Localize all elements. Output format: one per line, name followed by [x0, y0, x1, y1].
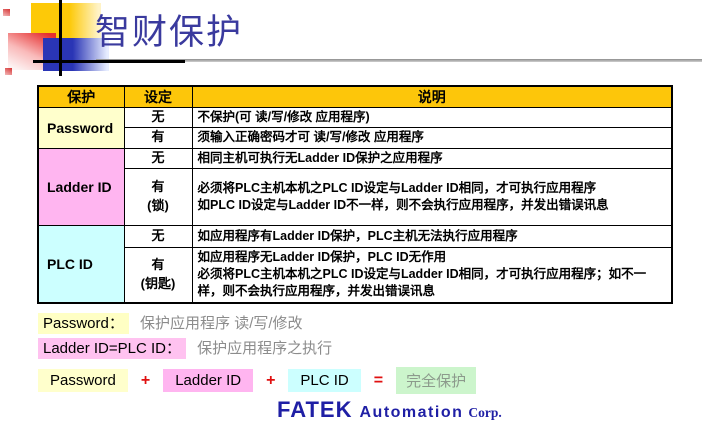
- header-setting: 设定: [123, 85, 193, 108]
- decor-small-red-square-top: [3, 9, 10, 16]
- logo-fatek-text: FATEK: [277, 397, 353, 422]
- formula-term-password: Password: [38, 369, 128, 392]
- desc-line: 如PLC ID设定与Ladder ID不一样，则不会执行应用程序，并发出错误讯息: [197, 197, 609, 212]
- table-row: 有 (钥匙) 如应用程序无Ladder ID保护，PLC ID无作用 必须将PL…: [38, 246, 673, 304]
- note-ladder-plc-text: 保护应用程序之执行: [197, 340, 333, 357]
- protection-table: 保护 设定 说明 Password 无 不保护(可 读/写/修改 应用程序) 有…: [37, 85, 673, 304]
- desc-line: 必须将PLC主机本机之PLC ID设定与Ladder ID相同，才可执行应用程序: [197, 180, 597, 195]
- cell-ladder-none-setting: 无: [123, 147, 193, 169]
- fatek-logo: FATEK Automation Corp.: [277, 397, 502, 423]
- cell-ladder-yes-setting: 有 (锁): [123, 167, 193, 226]
- decor-small-red-square-bottom: [5, 68, 12, 75]
- desc-line: 必须将PLC主机本机之PLC ID设定与Ladder ID相同，才可执行应用程序…: [197, 267, 647, 299]
- setting-note: (锁): [147, 197, 169, 213]
- cell-password-yes-desc: 须输入正确密码才可 读/写/修改 应用程序: [191, 127, 673, 149]
- protection-formula: Password + Ladder ID + PLC ID = 完全保护: [38, 367, 477, 394]
- note-ladder-plc-label: Ladder ID=PLC ID：: [38, 338, 186, 359]
- table-row: Password 无 不保护(可 读/写/修改 应用程序): [37, 106, 673, 149]
- cell-plc-yes-desc: 如应用程序无Ladder ID保护，PLC ID无作用 必须将PLC主机本机之P…: [191, 246, 673, 304]
- logo-automation-text: Automation: [359, 404, 464, 421]
- plus-sign: +: [140, 371, 151, 389]
- formula-term-ladder-id: Ladder ID: [163, 369, 254, 392]
- formula-term-plc-id: PLC ID: [288, 369, 361, 392]
- note-password-label: Password：: [38, 313, 129, 334]
- equals-sign: =: [373, 371, 384, 389]
- cell-plc-none-setting: 无: [123, 224, 193, 248]
- decor-black-rule: [33, 60, 185, 63]
- setting-value: 有: [151, 178, 165, 194]
- cell-password-none-desc: 不保护(可 读/写/修改 应用程序): [191, 106, 673, 129]
- cell-password-none-setting: 无: [123, 106, 193, 129]
- decor-vertical-line: [59, 0, 62, 76]
- cell-plc-none-desc: 如应用程序有Ladder ID保护，PLC主机无法执行应用程序: [191, 224, 673, 248]
- note-ladder-plc: Ladder ID=PLC ID： 保护应用程序之执行: [38, 337, 333, 359]
- table-row: PLC ID 无 如应用程序有Ladder ID保护，PLC主机无法执行应用程序: [37, 224, 673, 304]
- decor-yellow-square: [31, 3, 101, 38]
- cell-plc-yes-setting: 有 (钥匙): [123, 246, 193, 304]
- formula-result: 完全保护: [396, 367, 477, 394]
- header-protection: 保护: [37, 85, 125, 108]
- table-row: 有 须输入正确密码才可 读/写/修改 应用程序: [38, 127, 673, 149]
- note-password: Password： 保护应用程序 读/写/修改: [38, 312, 303, 334]
- desc-line: 如应用程序无Ladder ID保护，PLC ID无作用: [197, 249, 447, 264]
- cell-ladder-yes-desc: 必须将PLC主机本机之PLC ID设定与Ladder ID相同，才可执行应用程序…: [191, 167, 673, 226]
- table-header-row: 保护 设定 说明: [37, 85, 673, 108]
- cell-ladder-none-desc: 相同主机可执行无Ladder ID保护之应用程序: [191, 147, 673, 169]
- cell-plc-id-name: PLC ID: [37, 224, 125, 304]
- cell-password-name: Password: [37, 107, 125, 149]
- cell-ladder-id-name: Ladder ID: [37, 147, 125, 226]
- note-password-text: 保护应用程序 读/写/修改: [140, 315, 303, 332]
- setting-value: 有: [151, 256, 165, 272]
- plus-sign: +: [266, 371, 276, 389]
- page-title: 智财保护: [95, 13, 244, 52]
- header-description: 说明: [191, 85, 673, 108]
- decor-gray-rule: [96, 59, 702, 62]
- cell-password-yes-setting: 有: [123, 127, 193, 149]
- logo-corp-text: Corp.: [468, 405, 502, 420]
- setting-note: (钥匙): [140, 275, 176, 291]
- table-row: 有 (锁) 必须将PLC主机本机之PLC ID设定与Ladder ID相同，才可…: [38, 167, 673, 226]
- table-row: Ladder ID 无 相同主机可执行无Ladder ID保护之应用程序: [37, 147, 673, 226]
- decor-blue-square: [43, 38, 109, 71]
